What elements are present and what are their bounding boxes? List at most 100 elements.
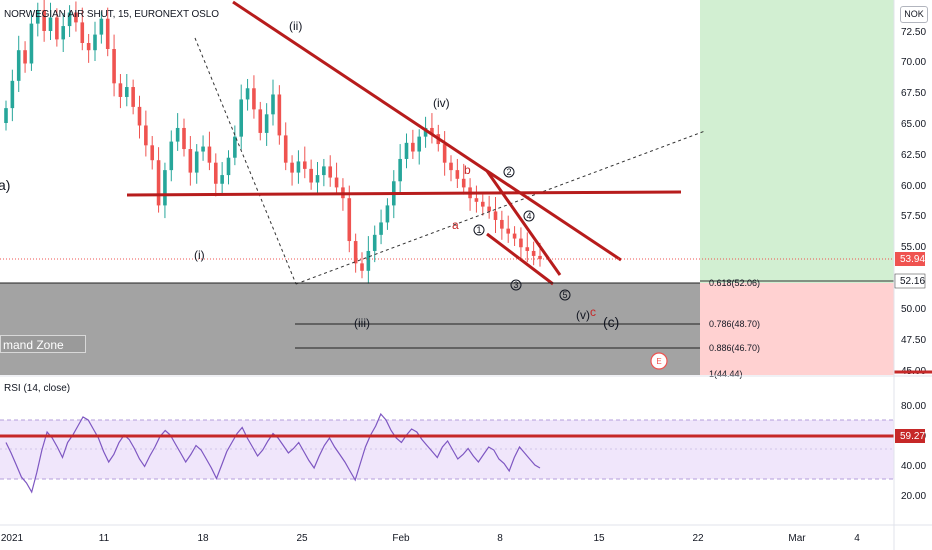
candle-body-70: [449, 162, 453, 171]
time-tick-3: 25: [296, 533, 308, 544]
candle-body-58: [372, 234, 377, 251]
horizontal-resistance-line: [126, 190, 682, 197]
last-price-badge: [895, 252, 925, 266]
dashed-channel-line: [295, 130, 706, 285]
demand-zone-label: mand Zone: [0, 335, 86, 353]
price-tick-1: 70.00: [901, 57, 926, 68]
candle-body-74: [474, 198, 479, 202]
candle-body-0: [4, 108, 8, 123]
candle-body-16: [105, 18, 110, 49]
price-tick-4: 62.50: [901, 150, 926, 161]
wave-label-i: (i): [194, 248, 205, 262]
time-tick-2: 18: [197, 533, 209, 544]
event-marker-label: E: [656, 357, 661, 366]
candle-body-20: [131, 87, 135, 107]
candle-body-57: [366, 250, 371, 271]
candle-body-8: [55, 17, 59, 40]
candle-body-40: [258, 109, 263, 133]
candle-body-13: [86, 43, 91, 51]
wave-label-iv: (iv): [433, 96, 450, 110]
circled-wave-2-marker: [503, 166, 515, 178]
time-tick-7: 22: [692, 533, 704, 544]
candle-body-28: [182, 127, 186, 150]
candle-body-55: [353, 241, 358, 264]
circled-wave-5-marker: [559, 289, 571, 301]
candle-body-69: [442, 144, 447, 163]
last-price-value: 53.94: [900, 254, 925, 265]
candle-body-15: [99, 18, 104, 35]
candle-body-18: [118, 83, 123, 97]
candle-body-1: [10, 80, 15, 109]
candle-body-51: [328, 166, 333, 178]
candle-body-49: [315, 175, 320, 183]
currency-button[interactable]: NOK: [900, 6, 928, 23]
chart-title: NORWEGIAN AIR SHUT, 15, EURONEXT OSLO: [4, 9, 219, 20]
rsi-level-value: 59.27: [900, 431, 925, 442]
price-tick-7: 55.00: [901, 242, 926, 253]
price-tick-9: 47.50: [901, 335, 926, 346]
candle-body-50: [322, 166, 326, 176]
candle-body-81: [519, 238, 523, 248]
wave-label-ii: (ii): [289, 19, 302, 33]
candle-body-21: [137, 106, 142, 126]
fib-label-1: 1(44.44): [709, 369, 743, 379]
candle-body-19: [124, 87, 129, 97]
candle-body-4: [29, 23, 34, 64]
candle-body-23: [150, 145, 155, 161]
circled-wave-3: 3: [513, 280, 518, 290]
demand-zone: [0, 283, 700, 375]
circled-wave-5: 5: [562, 290, 567, 300]
price-axis: 72.50 70.00 67.50 65.00 62.50 60.00 57.50 55.00…: [901, 27, 926, 377]
candle-body-10: [67, 12, 72, 27]
candle-body-38: [245, 88, 250, 100]
fib-label-0886: 0.886(46.70): [709, 343, 760, 353]
subwave-label-a: a: [452, 218, 459, 232]
rsi-title: RSI (14, close): [4, 383, 71, 394]
candle-body-36: [233, 136, 237, 158]
wave-label-iii: (iii): [354, 316, 370, 330]
candle-body-63: [404, 142, 409, 159]
candle-body-64: [411, 142, 415, 152]
candle-body-33: [213, 162, 218, 184]
candle-body-80: [512, 233, 517, 239]
candle-body-76: [487, 206, 491, 212]
candle-body-41: [264, 114, 269, 133]
candle-body-83: [531, 250, 536, 256]
short-channel-upper: [485, 170, 562, 276]
time-tick-9: 4: [854, 533, 860, 544]
candle-body-78: [500, 219, 504, 229]
price-tick-6: 57.50: [901, 211, 926, 222]
candle-body-3: [23, 50, 27, 64]
candle-body-27: [175, 127, 180, 142]
candle-body-22: [144, 125, 148, 146]
candle-body-65: [417, 136, 422, 152]
candle-body-72: [461, 178, 466, 188]
event-marker-circle[interactable]: [650, 352, 668, 370]
candle-body-35: [226, 157, 231, 176]
candle-body-82: [525, 247, 530, 251]
time-tick-1: 11: [99, 533, 110, 544]
candles: [4, 0, 542, 284]
time-tick-6: 15: [593, 533, 605, 544]
candle-body-5: [35, 10, 40, 24]
circled-wave-4-marker: [523, 210, 535, 222]
rsi-tick-0: 80.00: [901, 401, 926, 412]
price-tick-2: 67.50: [901, 88, 926, 99]
candle-body-75: [480, 201, 485, 207]
circled-wave-1-marker: [473, 224, 485, 236]
rsi-line: [5, 412, 541, 494]
wave-label-v: (v): [576, 308, 590, 322]
subwave-label-b: b: [464, 163, 471, 177]
circled-wave-3-marker: [510, 279, 522, 291]
rsi-tick-3: 20.00: [901, 491, 926, 502]
price-tick-3: 65.00: [901, 119, 926, 130]
subwave-label-c: c: [590, 305, 596, 319]
candle-body-32: [207, 146, 212, 163]
stop-zone: [700, 283, 894, 375]
time-tick-0: 2021: [1, 533, 24, 544]
rsi-tick-2: 40.00: [901, 461, 926, 472]
time-tick-8: Mar: [788, 533, 806, 544]
price-tick-0: 72.50: [901, 27, 926, 38]
time-tick-4: Feb: [392, 533, 410, 544]
candle-body-84: [538, 255, 542, 260]
